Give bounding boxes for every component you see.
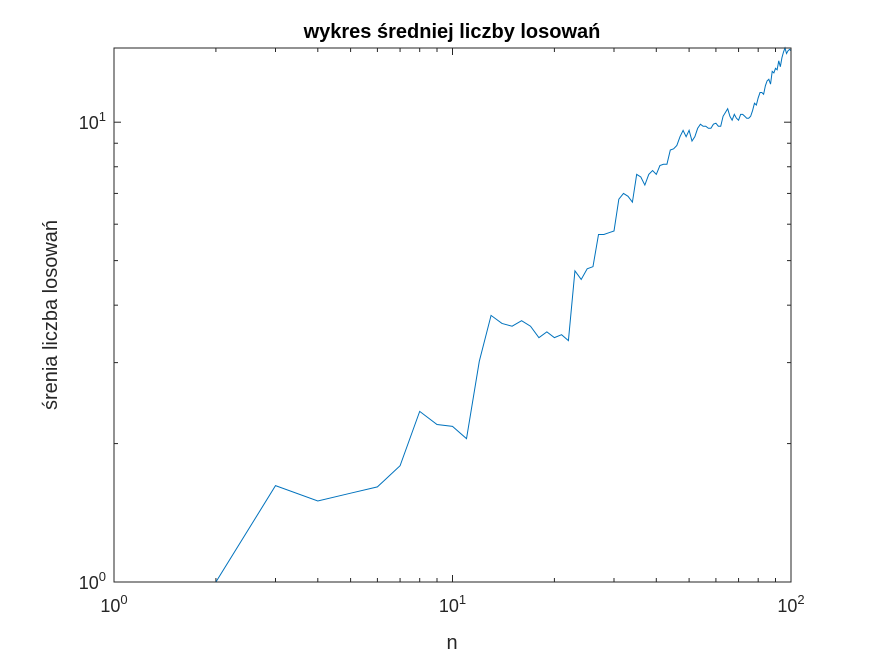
x-tick-label: 102	[777, 592, 804, 616]
series-line	[114, 46, 792, 583]
tick-labels: 100 101 102 100 101	[79, 109, 805, 616]
axes-box	[113, 47, 792, 583]
x-tick-label: 101	[439, 592, 466, 616]
x-axis-label: n	[446, 632, 457, 654]
chart-title: wykres średniej liczby losowań	[303, 21, 601, 43]
x-tick-label: 100	[100, 592, 127, 616]
y-tick-label: 100	[79, 569, 106, 593]
y-tick-label: 101	[79, 109, 106, 133]
plot-area	[114, 48, 791, 582]
y-axis-label: śrenia liczba losowań	[40, 220, 62, 410]
